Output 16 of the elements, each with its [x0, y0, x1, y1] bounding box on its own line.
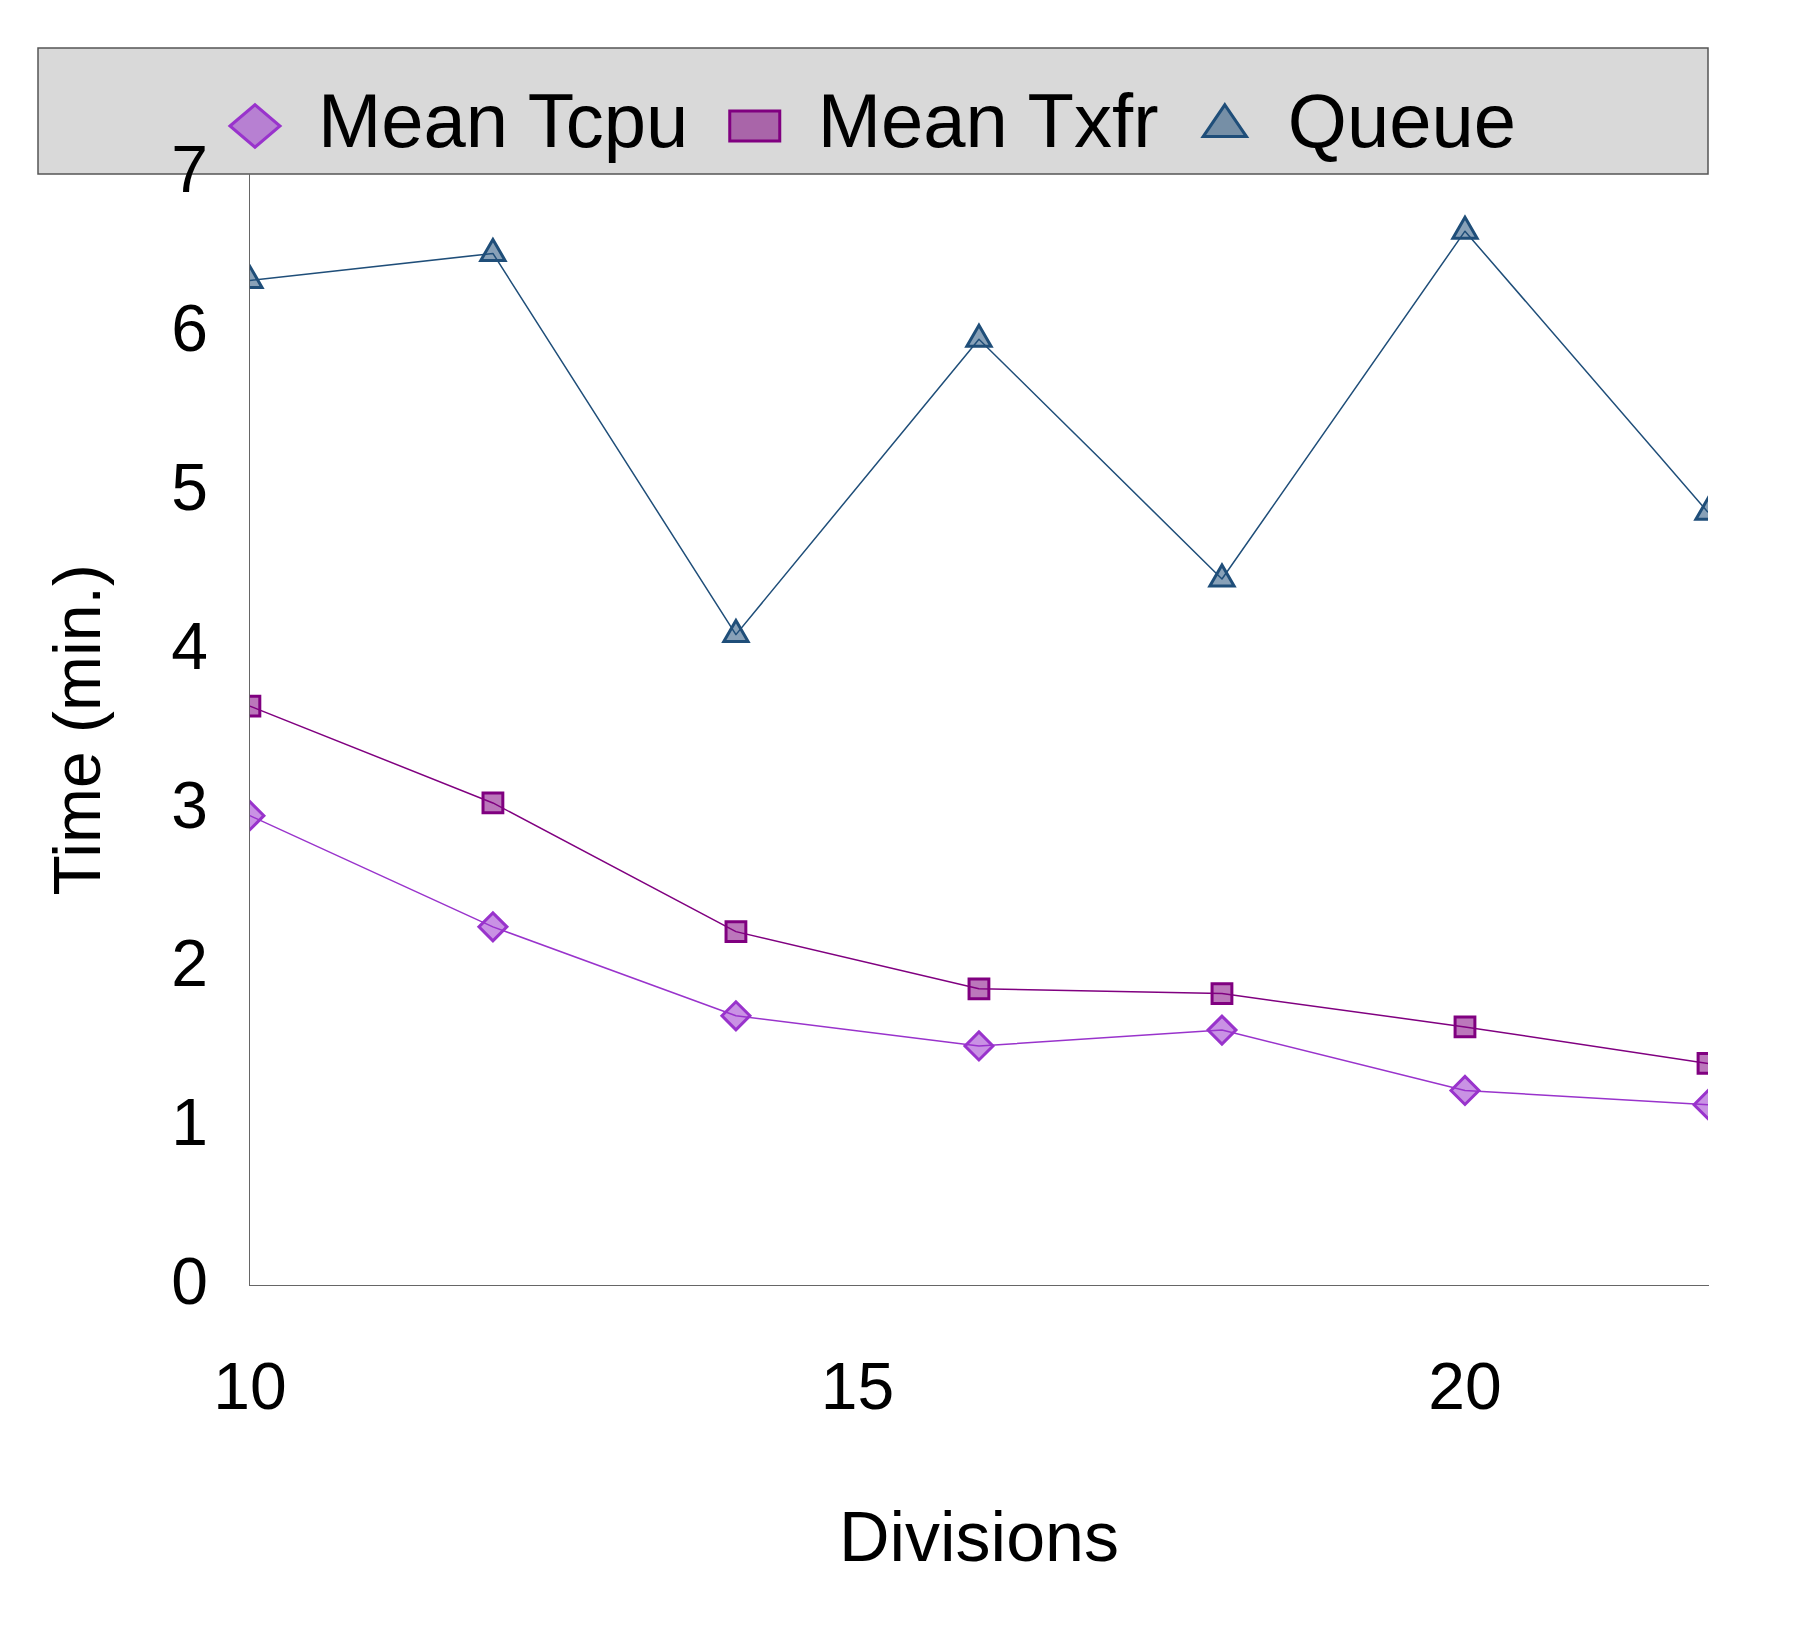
x-tick-label: 15	[820, 1348, 895, 1423]
y-tick-label: 7	[171, 132, 208, 207]
y-tick-label: 2	[171, 926, 208, 1001]
x-tick-label: 10	[213, 1348, 287, 1423]
legend-label: Mean Tcpu	[317, 77, 689, 163]
x-axis-title: Divisions	[838, 1498, 1119, 1577]
y-tick-label: 6	[171, 291, 208, 366]
x-tick-label: 20	[1428, 1348, 1502, 1423]
y-tick-label: 4	[171, 608, 208, 683]
y-tick-label: 0	[171, 1244, 208, 1318]
legend-label: Mean Txfr	[817, 77, 1159, 163]
y-axis-title: Time (min.)	[39, 564, 114, 896]
y-tick-label: 3	[171, 767, 208, 842]
y-tick-label: 1	[171, 1085, 208, 1160]
legend-label: Queue	[1287, 77, 1517, 163]
y-tick-label: 5	[171, 449, 208, 524]
